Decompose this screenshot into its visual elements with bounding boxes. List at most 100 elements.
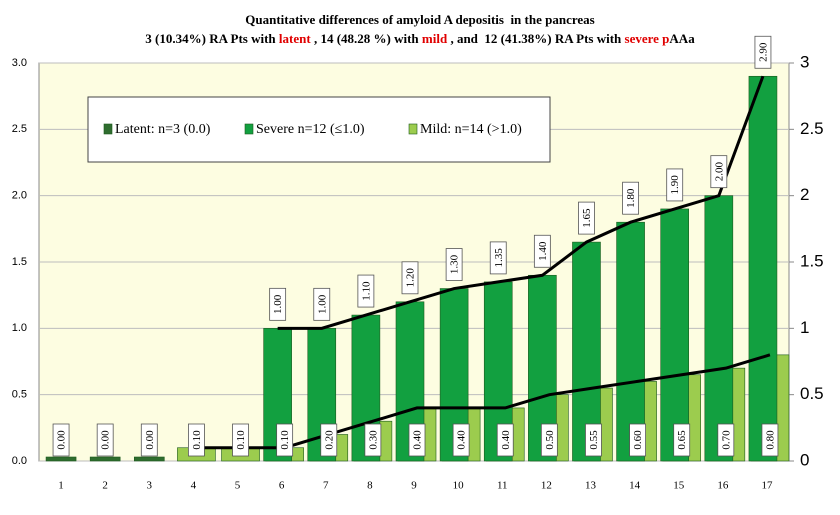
value-label-box — [188, 423, 205, 457]
value-label-box — [401, 261, 419, 295]
value-label-box — [578, 201, 595, 235]
value-label: 1.80 — [622, 181, 639, 215]
value-label-box — [408, 423, 426, 457]
value-label-box — [232, 423, 249, 457]
y2-tick-label: 1 — [800, 318, 809, 337]
value-label: 2.00 — [710, 155, 728, 189]
value-label: 1.30 — [445, 248, 463, 281]
value-label: 1.20 — [401, 261, 419, 295]
value-label: 0.00 — [140, 423, 158, 457]
value-label-text: 1.20 — [405, 268, 417, 288]
y-tick-label: 1.5 — [12, 256, 27, 268]
value-label: 1.00 — [269, 287, 287, 321]
value-label-box — [754, 35, 772, 69]
bar — [45, 456, 77, 462]
x-tick-label: 8 — [367, 480, 373, 492]
value-label-text: 2.00 — [713, 162, 725, 182]
value-label-box — [496, 423, 514, 457]
legend-label: Latent: n=3 (0.0) — [115, 122, 211, 137]
value-label-text: 0.50 — [544, 430, 556, 450]
legend-box — [87, 96, 551, 163]
y2-tick-label: 3 — [800, 52, 809, 71]
value-label-text: 1.80 — [625, 188, 637, 208]
value-label-text: 0.70 — [720, 430, 732, 450]
value-label: 0.40 — [452, 423, 470, 457]
x-tick-label: 9 — [411, 480, 417, 492]
subtitle-part: mild — [422, 31, 448, 46]
value-label-box — [364, 423, 382, 457]
value-label-text: 1.65 — [581, 208, 593, 228]
value-label-box — [710, 155, 728, 189]
value-label-box — [533, 234, 551, 268]
value-label-text: 0.30 — [367, 430, 379, 450]
x-tick-label: 11 — [497, 480, 508, 492]
value-label-text: 0.10 — [235, 430, 247, 450]
value-label-text: 0.40 — [456, 430, 468, 450]
x-tick-label: 2 — [102, 480, 108, 492]
value-label: 0.40 — [408, 423, 426, 457]
legend-label: Severe n=12 (≤1.0) — [256, 122, 365, 137]
value-label-text: 1.30 — [449, 254, 461, 274]
value-label-text: 1.00 — [272, 294, 284, 314]
value-label: 0.55 — [585, 423, 602, 457]
bar — [133, 456, 165, 462]
y-tick-label: 3.0 — [12, 57, 27, 69]
x-tick-label: 13 — [585, 480, 597, 492]
y2-tick-label: 2 — [800, 185, 809, 204]
value-label: 1.10 — [357, 274, 375, 308]
value-label: 0.65 — [673, 423, 691, 457]
bar — [616, 221, 645, 462]
chart-subtitle: 3 (10.34%) RA Pts with latent , 14 (48.2… — [145, 31, 695, 46]
x-tick-label: 3 — [147, 480, 153, 492]
value-label: 1.35 — [489, 241, 507, 275]
value-label-text: 1.00 — [316, 294, 328, 314]
x-tick-label: 14 — [629, 480, 641, 492]
value-label: 0.80 — [761, 423, 779, 457]
bar — [89, 456, 121, 462]
value-label: 1.00 — [313, 287, 331, 321]
value-label-text: 0.40 — [500, 430, 512, 450]
value-label-box — [452, 423, 470, 457]
value-label-box — [622, 181, 639, 215]
y2-tick-label: 0.5 — [800, 384, 824, 403]
legend-label: Mild: n=14 (>1.0) — [420, 122, 522, 137]
subtitle-part: 3 (10.34%) RA Pts with — [145, 31, 279, 46]
subtitle-part: , 14 (48.28 %) with — [311, 31, 422, 46]
x-tick-label: 12 — [541, 480, 552, 492]
legend-swatch — [103, 123, 113, 135]
value-label: 0.10 — [188, 423, 205, 457]
y2-tick-label: 1.5 — [800, 251, 824, 270]
value-label: 1.65 — [578, 201, 595, 235]
x-tick-label: 15 — [673, 480, 685, 492]
value-label-box — [269, 287, 287, 321]
subtitle-part: , and 12 (41.38%) RA Pts with — [447, 31, 624, 46]
value-label-text: 0.60 — [632, 430, 644, 450]
value-label: 0.10 — [232, 423, 249, 457]
value-label-text: 0.00 — [56, 430, 68, 450]
value-label: 0.50 — [540, 423, 558, 457]
value-label: 0.40 — [496, 423, 514, 457]
y-tick-label: 0.0 — [12, 455, 27, 467]
subtitle-part: severe p — [625, 31, 670, 46]
value-label-text: 0.00 — [144, 430, 156, 450]
value-label: 0.00 — [52, 423, 70, 457]
y-tick-label: 1.0 — [12, 322, 27, 334]
value-label: 0.70 — [717, 423, 735, 457]
value-label-box — [276, 423, 294, 457]
value-label-box — [320, 423, 338, 457]
value-label-text: 0.20 — [323, 430, 335, 450]
value-label-box — [489, 241, 507, 275]
value-label-text: 0.80 — [764, 430, 776, 450]
bar — [704, 195, 734, 462]
value-label-text: 0.55 — [588, 430, 600, 450]
trend-line — [277, 75, 765, 330]
subtitle-part: latent — [279, 31, 311, 46]
bar — [748, 75, 778, 462]
legend-swatch — [408, 123, 418, 135]
value-label-text: 0.40 — [412, 430, 424, 450]
x-tick-label: 4 — [191, 480, 197, 492]
value-label-box — [357, 274, 375, 308]
value-label-text: 0.10 — [279, 430, 291, 450]
value-label: 0.10 — [276, 423, 294, 457]
